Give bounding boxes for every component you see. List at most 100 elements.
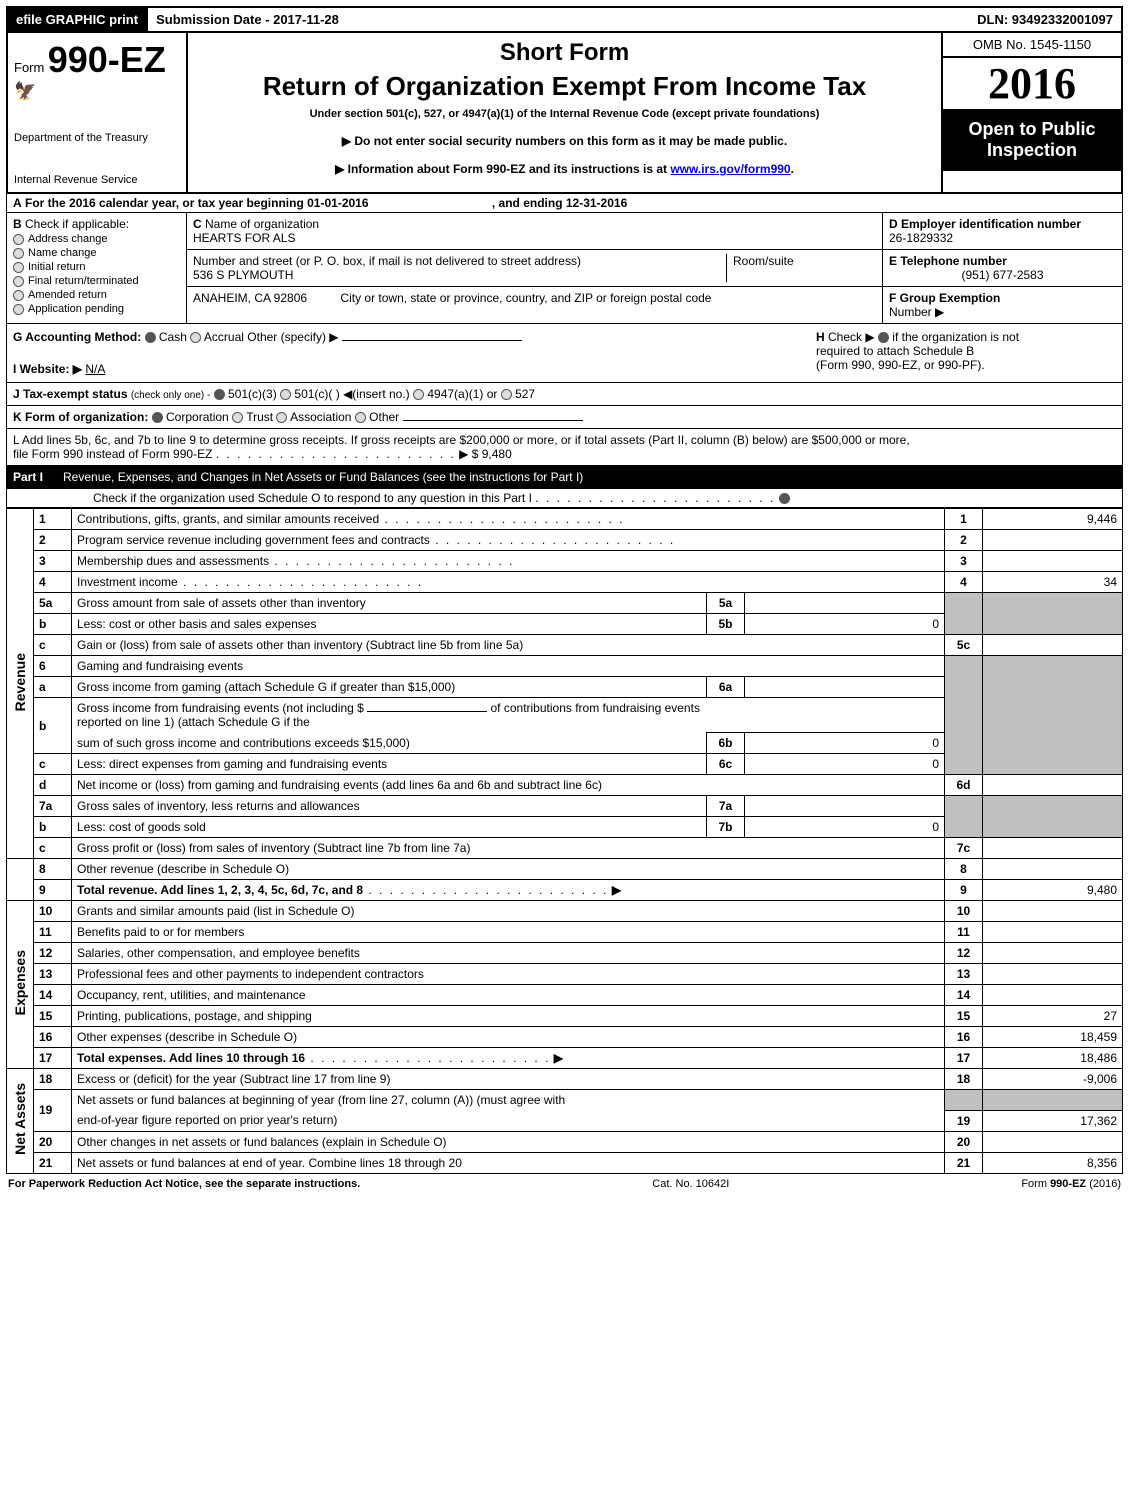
part1-header: Part I Revenue, Expenses, and Changes in… <box>6 466 1123 489</box>
j-501c3-radio[interactable] <box>214 389 225 400</box>
cash-radio[interactable] <box>145 332 156 343</box>
l-amount: ▶ $ 9,480 <box>459 447 512 461</box>
return-title: Return of Organization Exempt From Incom… <box>263 71 866 102</box>
city: ANAHEIM, CA 92806 <box>193 291 307 305</box>
row-j: J Tax-exempt status (check only one) - 5… <box>6 383 1123 406</box>
street: 536 S PLYMOUTH <box>193 268 293 282</box>
website-value: N/A <box>85 362 105 376</box>
part1-check-text: Check if the organization used Schedule … <box>93 491 532 505</box>
l6b-t4: sum of such gross income and contributio… <box>72 733 707 754</box>
label-k: K Form of organization: <box>13 410 148 424</box>
row-bcd: B Check if applicable: Address change Na… <box>6 213 1123 324</box>
l19-box: 19 <box>945 1110 983 1131</box>
form-header: Form 990-EZ 🦅 Department of the Treasury… <box>6 33 1123 194</box>
amended-checkbox[interactable] <box>13 290 24 301</box>
k-assoc-radio[interactable] <box>276 412 287 423</box>
label-c: C <box>193 217 202 231</box>
tax-year-ending: , and ending 12-31-2016 <box>492 196 627 210</box>
part1-check-box[interactable] <box>779 493 790 504</box>
footer: For Paperwork Reduction Act Notice, see … <box>6 1174 1123 1194</box>
efile-print-button[interactable]: efile GRAPHIC print <box>8 8 146 31</box>
l18-no: 18 <box>34 1069 72 1090</box>
l5c-text: Gain or (loss) from sale of assets other… <box>77 638 523 652</box>
accrual-radio[interactable] <box>190 332 201 343</box>
l13-text: Professional fees and other payments to … <box>72 964 945 985</box>
h-checkbox[interactable] <box>878 332 889 343</box>
j-4947: 4947(a)(1) or <box>427 387 497 401</box>
name-change: Name change <box>28 247 97 259</box>
l5b-no: b <box>34 614 72 635</box>
label-d: D Employer identification number <box>889 217 1081 231</box>
row-k: K Form of organization: Corporation Trus… <box>6 406 1123 429</box>
l16-text: Other expenses (describe in Schedule O) <box>72 1027 945 1048</box>
l2-no: 2 <box>34 530 72 551</box>
row-gh: G Accounting Method: Cash Accrual Other … <box>6 324 1123 383</box>
instr-post: . <box>791 162 794 176</box>
l6b-t1: Gross income from fundraising events (no… <box>77 701 364 715</box>
l8-no: 8 <box>34 859 72 880</box>
l7b-sbox: 7b <box>707 817 745 838</box>
l2-text: Program service revenue including govern… <box>77 533 430 547</box>
l6b-t2: of contributions from fundraising events <box>491 701 700 715</box>
expenses-side-label: Expenses <box>12 950 28 1015</box>
row-l: L Add lines 5b, 6c, and 7b to line 9 to … <box>6 429 1123 466</box>
k-trust-radio[interactable] <box>232 412 243 423</box>
l21-amt: 8,356 <box>983 1152 1123 1173</box>
l18-amt: -9,006 <box>983 1069 1123 1090</box>
addr-change: Address change <box>28 233 108 245</box>
k-other-radio[interactable] <box>355 412 366 423</box>
label-a: A <box>13 196 22 210</box>
l3-amt <box>983 551 1123 572</box>
h-check: Check ▶ <box>828 330 875 344</box>
j-527-radio[interactable] <box>501 389 512 400</box>
l6c-no: c <box>34 754 72 775</box>
l12-no: 12 <box>34 943 72 964</box>
l10-amt <box>983 901 1123 922</box>
l6a-text: Gross income from gaming (attach Schedul… <box>72 677 707 698</box>
other-specify: Other (specify) ▶ <box>247 330 338 344</box>
street-label: Number and street (or P. O. box, if mail… <box>193 254 581 268</box>
j-4947-radio[interactable] <box>413 389 424 400</box>
under-section-text: Under section 501(c), 527, or 4947(a)(1)… <box>310 108 820 120</box>
label-h: H <box>816 330 825 344</box>
l14-no: 14 <box>34 985 72 1006</box>
l2-box: 2 <box>945 530 983 551</box>
open-to-public: Open to Public Inspection <box>943 109 1121 171</box>
l6a-no: a <box>34 677 72 698</box>
final-return: Final return/terminated <box>28 275 139 287</box>
l13-box: 13 <box>945 964 983 985</box>
k-corp-radio[interactable] <box>152 412 163 423</box>
revenue-side-label: Revenue <box>12 653 28 711</box>
amended: Amended return <box>28 289 107 301</box>
ssn-warning: ▶ Do not enter social security numbers o… <box>342 134 787 148</box>
l4-amt: 34 <box>983 572 1123 593</box>
final-return-checkbox[interactable] <box>13 276 24 287</box>
label-f2: Number ▶ <box>889 305 944 319</box>
app-pending-checkbox[interactable] <box>13 304 24 315</box>
l4-text: Investment income <box>77 575 178 589</box>
l8-amt <box>983 859 1123 880</box>
l19-t1: Net assets or fund balances at beginning… <box>72 1090 945 1111</box>
addr-change-checkbox[interactable] <box>13 234 24 245</box>
initial-return: Initial return <box>28 261 85 273</box>
j-501c-radio[interactable] <box>280 389 291 400</box>
check-if: Check if applicable: <box>25 217 129 231</box>
l19-no: 19 <box>34 1090 72 1132</box>
footer-left: For Paperwork Reduction Act Notice, see … <box>8 1178 360 1190</box>
dln-number: DLN: 93492332001097 <box>969 8 1121 31</box>
form990-link[interactable]: www.irs.gov/form990 <box>670 162 790 176</box>
l17-text: Total expenses. Add lines 10 through 16 <box>77 1051 305 1065</box>
l8-box: 8 <box>945 859 983 880</box>
name-change-checkbox[interactable] <box>13 248 24 259</box>
l7a-no: 7a <box>34 796 72 817</box>
l15-box: 15 <box>945 1006 983 1027</box>
l1-amt: 9,446 <box>983 509 1123 530</box>
irs-eagle-icon: 🦅 <box>14 81 180 102</box>
initial-return-checkbox[interactable] <box>13 262 24 273</box>
l10-no: 10 <box>34 901 72 922</box>
l21-text: Net assets or fund balances at end of ye… <box>72 1152 945 1173</box>
l6a-samt <box>745 677 945 698</box>
l11-amt <box>983 922 1123 943</box>
l6b-sbox: 6b <box>707 733 745 754</box>
l6c-sbox: 6c <box>707 754 745 775</box>
